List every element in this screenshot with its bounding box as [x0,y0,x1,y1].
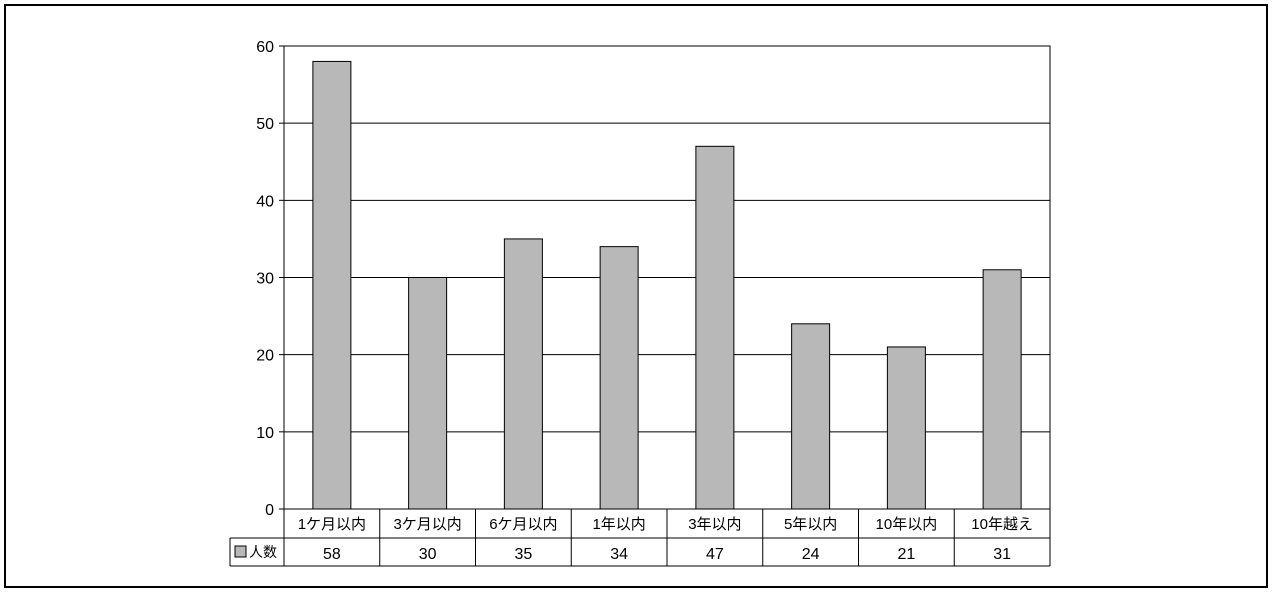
data-label: 47 [706,546,724,563]
x-tick-label: 3ケ月以内 [393,516,461,533]
bar [503,238,543,510]
data-label: 30 [419,546,437,563]
y-tick-label: 50 [256,116,274,133]
data-label: 58 [323,546,341,563]
bar [791,323,831,510]
y-tick-label: 20 [256,348,274,365]
legend-label: 人数 [249,544,277,560]
legend-swatch [234,545,247,558]
x-tick-label: 1ケ月以内 [298,516,366,533]
bar [408,277,448,510]
y-tick-labels: 0 10 20 30 40 50 60 [256,39,274,519]
bar [695,145,735,510]
bars [312,60,1022,510]
bar [312,60,352,510]
x-tick-label: 6ケ月以内 [489,516,557,533]
bar [886,346,926,510]
data-label: 34 [610,546,628,563]
data-table: 1ケ月以内 58 3ケ月以内 30 6ケ月以内 35 1年以内 34 3年以内 47 5年以内 24 1… [229,509,1051,567]
y-tick-label: 30 [256,271,274,288]
bar [982,269,1022,510]
data-label: 35 [514,546,532,563]
x-tick-label: 10年以内 [876,516,938,533]
y-tick-label: 10 [256,425,274,442]
x-tick-label: 1年以内 [592,516,645,533]
y-tick-label: 40 [256,193,274,210]
x-tick-label: 10年越え [971,516,1033,533]
x-tick-label: 3年以内 [688,516,741,533]
x-tick-label: 5年以内 [784,516,837,533]
data-label: 31 [993,546,1011,563]
data-label: 21 [897,546,915,563]
gridlines [284,122,1050,433]
y-tick-label: 0 [265,502,274,519]
y-tick-label: 60 [256,39,274,56]
bar [599,246,639,510]
data-label: 24 [802,546,820,563]
